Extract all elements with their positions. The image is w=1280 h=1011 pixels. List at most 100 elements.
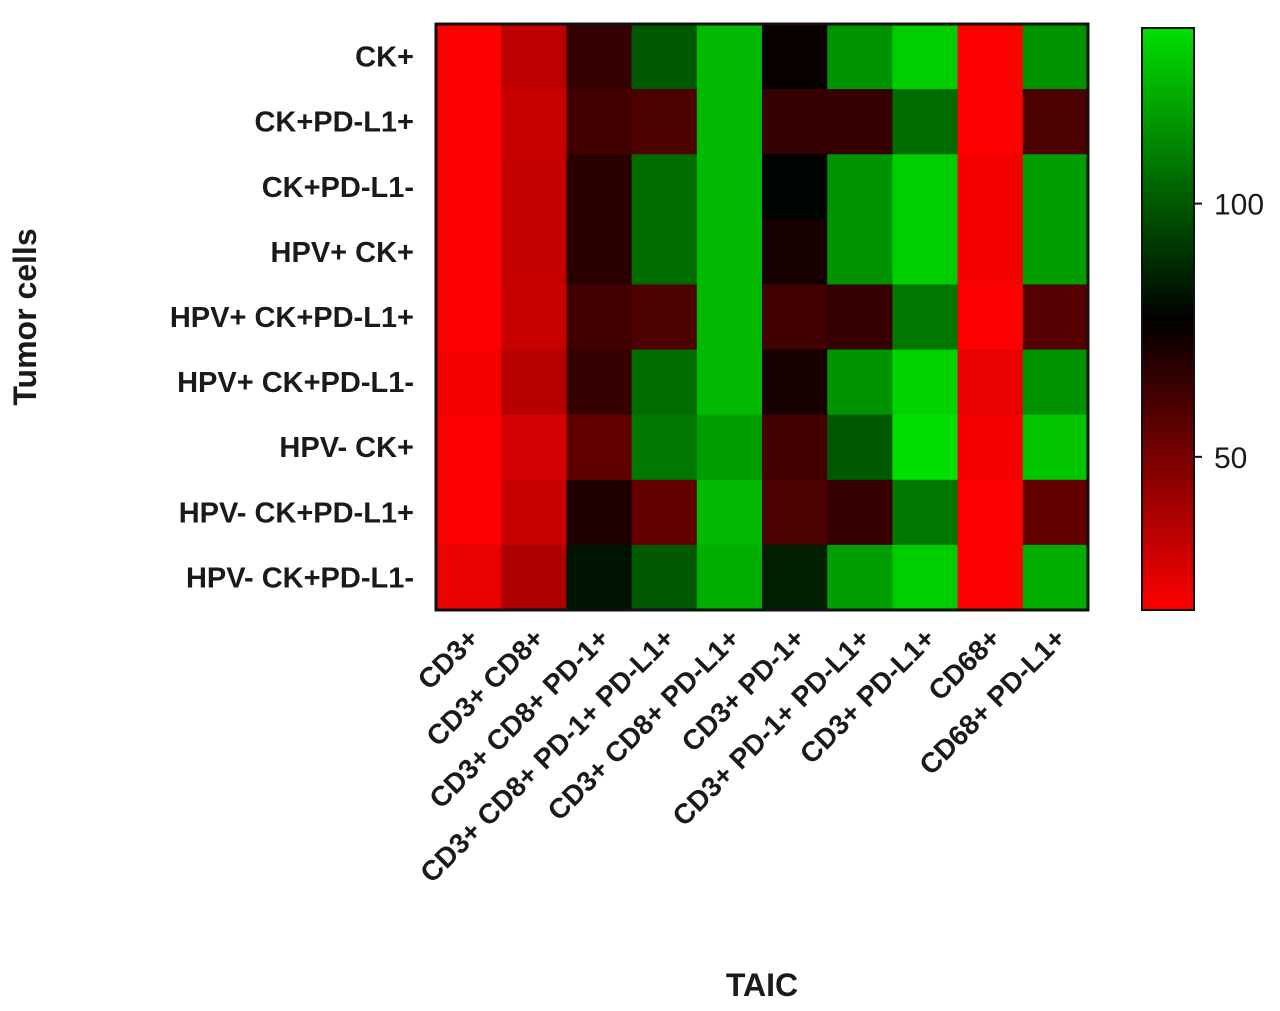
heatmap-cell — [501, 479, 567, 546]
heatmap-cell — [631, 154, 698, 220]
color-scale-bar: 50 100 — [1141, 27, 1264, 611]
heatmap-cell — [827, 479, 893, 546]
heatmap-cell — [566, 544, 633, 611]
heatmap-cell — [566, 284, 633, 351]
heatmap-cell — [696, 414, 763, 481]
row-label: CK+ — [355, 42, 414, 74]
heatmap-cells — [436, 24, 1089, 611]
heatmap-cell — [762, 544, 828, 611]
heatmap-cell — [631, 414, 698, 481]
heatmap-cell — [696, 544, 763, 611]
heatmap-cell — [762, 284, 828, 351]
heatmap-cell — [1022, 544, 1089, 611]
heatmap-cell — [762, 154, 828, 220]
heatmap-cell — [631, 24, 698, 90]
heatmap-cell — [696, 284, 763, 351]
heatmap-cell — [566, 89, 633, 155]
heatmap-cell — [501, 349, 567, 416]
row-label: HPV- CK+PD-L1+ — [179, 497, 414, 529]
heatmap-cell — [827, 219, 893, 286]
heatmap-cell — [892, 414, 959, 481]
heatmap-cell — [696, 154, 763, 220]
heatmap-cell — [892, 24, 959, 90]
heatmap-cell — [436, 89, 502, 155]
heatmap-cell — [957, 89, 1024, 155]
x-axis-title: TAIC — [726, 967, 798, 1003]
heatmap-cell — [566, 154, 633, 220]
heatmap-cell — [631, 479, 698, 546]
heatmap-cell — [827, 89, 893, 155]
heatmap-cell — [892, 349, 959, 416]
heatmap-cell — [957, 349, 1024, 416]
heatmap-cell — [566, 479, 633, 546]
heatmap-cell — [892, 89, 959, 155]
heatmap-cell — [827, 154, 893, 220]
heatmap-cell — [501, 89, 567, 155]
heatmap-cell — [892, 544, 959, 611]
heatmap-cell — [696, 219, 763, 286]
heatmap-cell — [762, 479, 828, 546]
heatmap-cell — [436, 284, 502, 351]
heatmap-cell — [436, 349, 502, 416]
heatmap-cell — [631, 349, 698, 416]
heatmap-cell — [762, 349, 828, 416]
heatmap-cell — [762, 219, 828, 286]
heatmap-cell — [696, 349, 763, 416]
column-labels: CD3+CD3+ CD8+CD3+ CD8+ PD-1+CD3+ CD8+ PD… — [412, 622, 1072, 888]
heatmap-cell — [1022, 479, 1089, 546]
heatmap-cell — [436, 479, 502, 546]
heatmap-cell — [566, 349, 633, 416]
heatmap-cell — [696, 24, 763, 90]
heatmap-cell — [1022, 24, 1089, 90]
heatmap-cell — [696, 89, 763, 155]
row-label: HPV- CK+PD-L1- — [186, 562, 414, 594]
heatmap-cell — [501, 284, 567, 351]
heatmap-cell — [892, 219, 959, 286]
heatmap-cell — [566, 219, 633, 286]
heatmap-cell — [1022, 89, 1089, 155]
heatmap-cell — [566, 414, 633, 481]
color-scale-gradient — [1141, 27, 1195, 611]
heatmap-cell — [762, 89, 828, 155]
heatmap-cell — [436, 154, 502, 220]
heatmap-cell — [957, 414, 1024, 481]
heatmap-cell — [957, 544, 1024, 611]
heatmap-cell — [762, 414, 828, 481]
heatmap-cell — [501, 414, 567, 481]
heatmap-cell — [1022, 414, 1089, 481]
y-axis-title: Tumor cells — [7, 228, 43, 405]
heatmap-cell — [436, 219, 502, 286]
heatmap-cell — [957, 479, 1024, 546]
heatmap-cell — [892, 284, 959, 351]
heatmap-cell — [436, 24, 502, 90]
row-labels: CK+ CK+PD-L1+ CK+PD-L1- HPV+ CK+ HPV+ CK+PD-… — [170, 42, 414, 595]
heatmap-cell — [827, 414, 893, 481]
heatmap-cell — [957, 24, 1024, 90]
heatmap-cell — [1022, 284, 1089, 351]
heatmap-cell — [827, 349, 893, 416]
heatmap-cell — [501, 24, 567, 90]
color-scale-tick-label: 50 — [1214, 442, 1247, 475]
row-label: CK+PD-L1- — [262, 172, 414, 204]
heatmap-frame — [434, 22, 1090, 612]
heatmap-cell — [957, 284, 1024, 351]
heatmap-cell — [566, 24, 633, 90]
row-label: HPV+ CK+ — [271, 237, 414, 269]
heatmap-cell — [1022, 154, 1089, 220]
heatmap-cell — [827, 24, 893, 90]
row-label: HPV+ CK+PD-L1+ — [170, 302, 414, 334]
heatmap-cell — [827, 544, 893, 611]
row-label: HPV+ CK+PD-L1- — [177, 367, 414, 399]
heatmap-cell — [1022, 349, 1089, 416]
heatmap-cell — [696, 479, 763, 546]
color-scale-ticks: 50 100 — [1194, 189, 1264, 475]
heatmap-cell — [762, 24, 828, 90]
heatmap-cell — [631, 219, 698, 286]
heatmap-cell — [957, 219, 1024, 286]
row-label: CK+PD-L1+ — [254, 107, 414, 139]
heatmap-cell — [501, 219, 567, 286]
heatmap-cell — [436, 544, 502, 611]
heatmap-cell — [631, 544, 698, 611]
color-scale-tick-label: 100 — [1214, 189, 1264, 222]
